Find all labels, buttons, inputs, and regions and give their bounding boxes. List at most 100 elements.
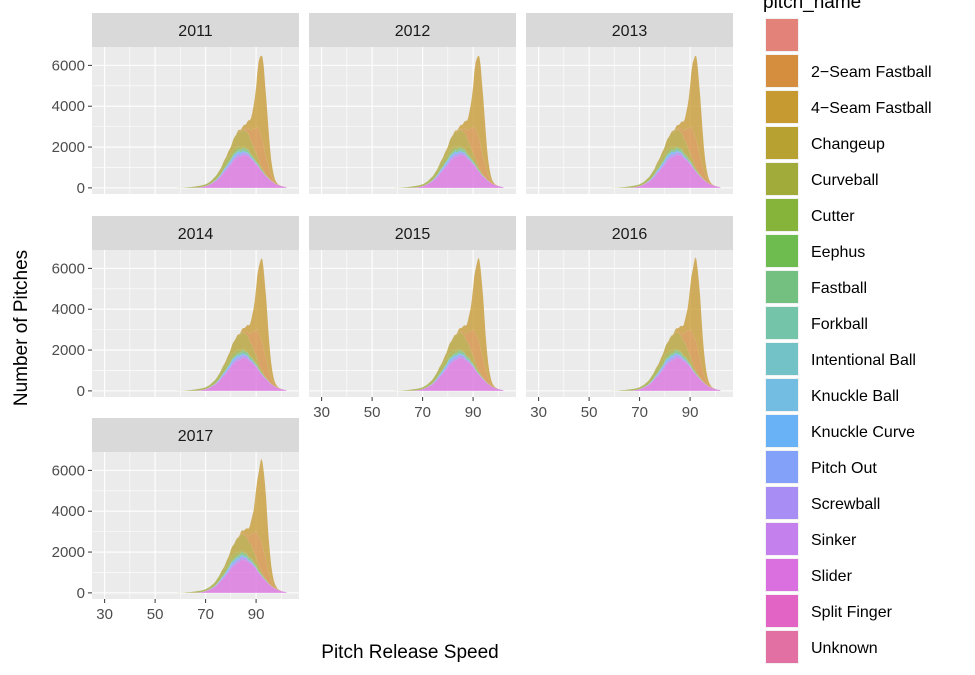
area-layers [384, 257, 504, 391]
area-4-seam-fastball [601, 55, 721, 188]
legend-swatch [766, 91, 798, 123]
facet-label-2011: 2011 [178, 23, 213, 40]
legend-swatch [766, 307, 798, 339]
y-tick-label: 0 [77, 180, 85, 197]
facet-strip-2014 [92, 216, 299, 250]
y-tick-label: 4000 [52, 98, 85, 115]
area-layers [601, 55, 721, 188]
y-tick-label: 6000 [52, 462, 85, 479]
legend-swatch [766, 343, 798, 375]
y-tick-label: 4000 [52, 503, 85, 520]
area-2-seam-fastball [384, 126, 504, 188]
legend: pitch_name 2−Seam Fastball 4−Seam Fastbal… [763, 0, 932, 664]
legend-swatch [766, 451, 798, 483]
x-tick-label: 50 [581, 404, 598, 421]
x-tick-label: 50 [364, 404, 381, 421]
area-2-seam-fastball [167, 127, 287, 188]
x-tick-label: 90 [248, 606, 265, 623]
y-tick-label: 2000 [52, 544, 85, 561]
legend-swatch [766, 595, 798, 627]
x-tick-label: 90 [682, 404, 699, 421]
x-axis-title: Pitch Release Speed [321, 642, 498, 663]
facet-strip-2013 [526, 13, 733, 47]
y-tick-label: 4000 [52, 301, 85, 318]
facet-strip-2011 [92, 13, 299, 47]
legend-entry-label: Curveball [811, 172, 879, 189]
area-4-seam-fastball [384, 257, 504, 391]
area-slider [384, 154, 504, 188]
area-slider [167, 357, 287, 391]
area-2-seam-fastball [167, 531, 287, 593]
legend-swatch [766, 55, 798, 87]
area-changeup [384, 331, 504, 391]
area-slider [167, 559, 287, 593]
y-tick-label: 2000 [52, 342, 85, 359]
legend-swatch [766, 235, 798, 267]
facet-strip-2012 [309, 13, 516, 47]
facet-label-2013: 2013 [612, 23, 648, 40]
area-changeup [601, 129, 721, 188]
area-changeup [167, 129, 287, 188]
facet-strip-2015 [309, 216, 516, 250]
legend-swatch [766, 127, 798, 159]
facet-panel-2012: 2012 [309, 13, 516, 194]
facet-label-2016: 2016 [612, 226, 648, 243]
facet-label-2017: 2017 [178, 428, 214, 445]
area-changeup [167, 533, 287, 593]
legend-swatch [766, 523, 798, 555]
legend-entry-label: Knuckle Ball [811, 388, 899, 405]
facet-label-2012: 2012 [395, 23, 431, 40]
area-2-seam-fastball [601, 329, 721, 391]
area-slider [601, 357, 721, 391]
legend-entry-label: Slider [811, 568, 853, 585]
x-tick-label: 70 [197, 606, 214, 623]
area-slider [601, 154, 721, 188]
area-layers [384, 55, 504, 188]
area-changeup [167, 332, 287, 391]
axes: 0 2000 4000 6000 0 2000 4000 6000 30 50 70 90 30 50 70… [52, 57, 699, 623]
legend-swatch [766, 559, 798, 591]
legend-entry-label: Split Finger [811, 604, 893, 621]
area-layers [167, 55, 287, 188]
area-changeup [384, 129, 504, 188]
facet-panel-2015: 2015 [309, 216, 516, 397]
facet-panel-2017: 2017 [92, 418, 299, 599]
facet-panel-2014: 2014 [92, 216, 299, 397]
legend-entry-label: 4−Seam Fastball [811, 100, 932, 117]
legend-swatch [766, 487, 798, 519]
area-layers [601, 257, 721, 391]
legend-swatch [766, 163, 798, 195]
area-layers [167, 458, 287, 593]
area-layers [167, 258, 287, 391]
x-tick-label: 50 [147, 606, 164, 623]
y-tick-label: 0 [77, 585, 85, 602]
area-slider [384, 357, 504, 391]
area-4-seam-fastball [384, 55, 504, 188]
facet-label-2015: 2015 [395, 226, 431, 243]
legend-entry-label: Forkball [811, 316, 868, 333]
x-tick-label: 90 [465, 404, 482, 421]
area-4-seam-fastball [167, 458, 287, 593]
area-4-seam-fastball [601, 257, 721, 391]
x-tick-label: 30 [313, 404, 330, 421]
legend-entry-label: 2−Seam Fastball [811, 64, 932, 81]
legend-entry-label: Eephus [811, 244, 865, 261]
legend-swatch [766, 271, 798, 303]
legend-entry-label: Cutter [811, 208, 855, 225]
legend-entry-label: Fastball [811, 280, 867, 297]
legend-entry-label: Intentional Ball [811, 352, 916, 369]
legend-swatch [766, 199, 798, 231]
y-tick-label: 6000 [52, 260, 85, 277]
legend-swatch [766, 631, 798, 663]
facet-strip-2017 [92, 418, 299, 452]
y-axis-title: Number of Pitches [11, 250, 32, 406]
y-tick-label: 6000 [52, 57, 85, 74]
x-tick-label: 30 [530, 404, 547, 421]
legend-swatch [766, 415, 798, 447]
area-4-seam-fastball [167, 258, 287, 391]
legend-entry-label: Pitch Out [811, 460, 877, 477]
legend-entry-label: Knuckle Curve [811, 424, 915, 441]
legend-entry-label: Screwball [811, 496, 880, 513]
facet-panel-2011: 2011 [92, 13, 299, 194]
